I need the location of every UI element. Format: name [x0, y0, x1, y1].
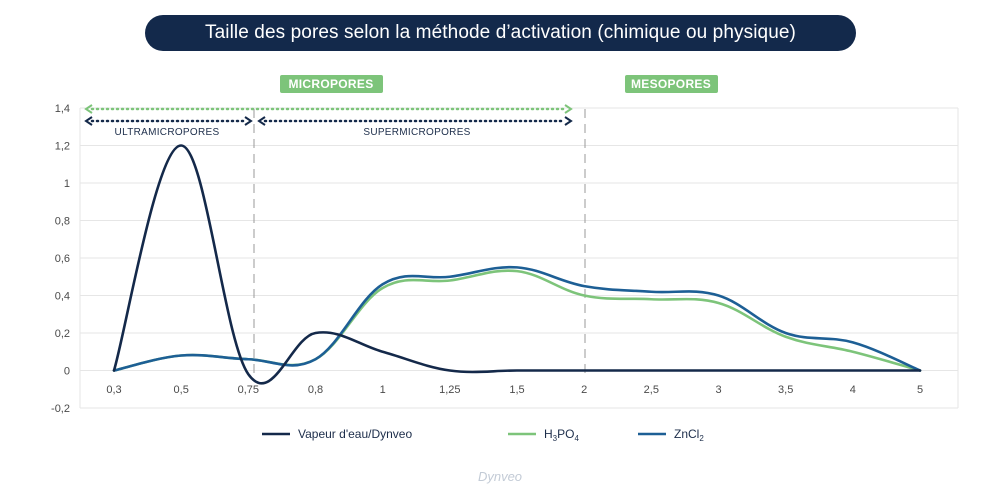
y-tick-label: 1,4 [55, 103, 70, 115]
ultramicropores-label: ULTRAMICROPORES [115, 127, 220, 138]
y-tick-label: 1,2 [55, 141, 70, 153]
mesopores-badge [625, 75, 718, 93]
grid [79, 107, 959, 409]
micropores-arrow-left [84, 104, 93, 114]
legend-label: Vapeur d'eau/Dynveo [298, 427, 412, 441]
x-tick-label: 1,5 [509, 384, 524, 396]
x-tick-label: 2 [581, 384, 587, 396]
y-tick-label: 1 [64, 178, 70, 190]
micropores-arrow-right [564, 104, 573, 114]
ultramicropores-arrow-left [84, 116, 93, 126]
y-tick-label: 0,6 [55, 253, 70, 265]
x-tick-label: 2,5 [644, 384, 659, 396]
y-tick-label: 0,8 [55, 216, 70, 228]
x-tick-label: 1 [380, 384, 386, 396]
y-tick-label: 0,4 [55, 291, 70, 303]
series-lines [112, 144, 922, 385]
legend: Vapeur d'eau/Dynveo H3PO4 ZnCl2 [262, 427, 704, 443]
mesopores-label: MESOPORES [631, 77, 711, 91]
x-axis-ticks: 0,3 0,5 0,75 0,8 1 1,25 1,5 2 2,5 3 3,5 4 5 [106, 384, 923, 396]
x-tick-label: 3 [715, 384, 721, 396]
x-tick-label: 0,5 [174, 384, 189, 396]
y-tick-label: 0 [64, 366, 70, 378]
supermicropores-arrow-right [564, 116, 573, 126]
supermicropores-label: SUPERMICROPORES [363, 127, 470, 138]
x-tick-label: 5 [917, 384, 923, 396]
series-line-0 [112, 144, 922, 385]
y-tick-label: -0,2 [51, 403, 70, 415]
micropores-badge [280, 75, 383, 93]
supermicropores-arrow-left [257, 116, 266, 126]
x-tick-label: 1,25 [439, 384, 460, 396]
chart-title: Taille des pores selon la méthode d’acti… [145, 15, 856, 51]
pore-zones: MICROPORES MESOPORES ULTRAMICROPORES SUP… [84, 75, 718, 378]
y-tick-label: 0,2 [55, 328, 70, 340]
x-tick-label: 0,75 [238, 384, 259, 396]
y-axis-ticks: 1,4 1,2 1 0,8 0,6 0,4 0,2 0 -0,2 [51, 103, 70, 415]
legend-label: H3PO4 [544, 427, 579, 443]
series-line-1 [112, 269, 922, 372]
micropores-label: MICROPORES [288, 77, 373, 91]
x-tick-label: 0,8 [308, 384, 323, 396]
x-tick-label: 4 [850, 384, 856, 396]
legend-label: ZnCl2 [674, 427, 704, 443]
series-line-2 [112, 265, 922, 372]
ultramicropores-arrow-right [244, 116, 253, 126]
x-tick-label: 0,3 [106, 384, 121, 396]
brand-watermark: Dynveo [478, 469, 522, 484]
x-tick-label: 3,5 [778, 384, 793, 396]
